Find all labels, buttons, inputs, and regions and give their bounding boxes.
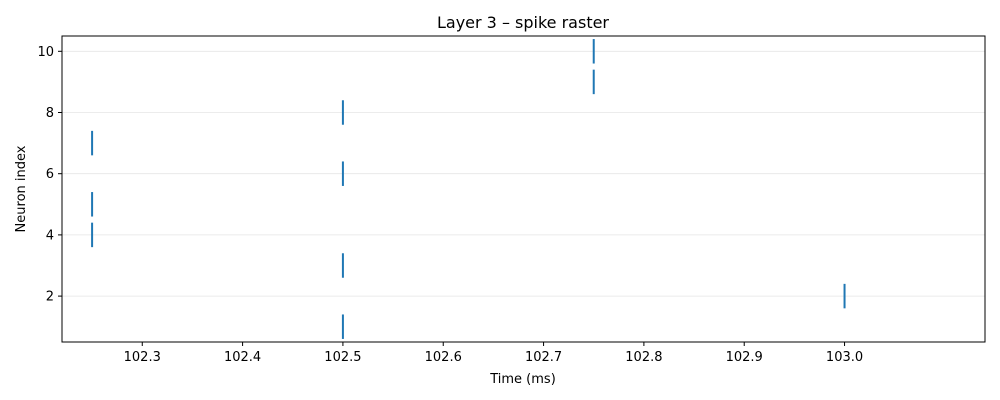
y-tick-label: 8 — [46, 106, 54, 121]
y-tick-label: 4 — [46, 228, 54, 243]
y-tick-label: 10 — [37, 45, 54, 60]
x-tick-label: 103.0 — [826, 350, 863, 365]
plot-area-frame — [61, 35, 986, 343]
x-tick-label: 102.3 — [124, 350, 161, 365]
x-tick-label: 102.8 — [625, 350, 662, 365]
x-tick-label: 102.6 — [425, 350, 462, 365]
x-tick-label: 102.4 — [224, 350, 261, 365]
x-axis-label: Time (ms) — [489, 372, 556, 387]
grid-lines — [62, 50, 985, 297]
chart-title: Layer 3 – spike raster — [437, 13, 609, 32]
x-tick-label: 102.9 — [726, 350, 763, 365]
spike-series — [91, 39, 846, 339]
y-tick-label: 6 — [46, 167, 54, 182]
y-tick-label: 2 — [46, 290, 54, 305]
y-axis-ticks: 2 4 6 8 10 — [37, 45, 62, 305]
y-axis-label: Neuron index — [14, 145, 29, 232]
x-tick-label: 102.5 — [324, 350, 361, 365]
x-tick-label: 102.7 — [525, 350, 562, 365]
x-axis-ticks: 102.3 102.4 102.5 102.6 102.7 102.8 102.9 103.0 — [124, 342, 863, 365]
